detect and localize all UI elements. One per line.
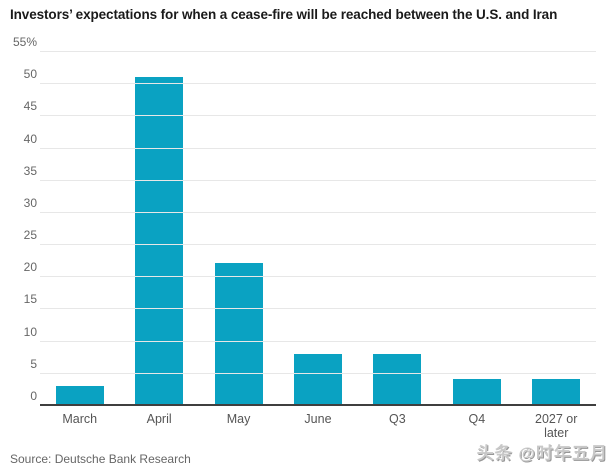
bar-march bbox=[55, 385, 104, 405]
source-note: Source: Deutsche Bank Research bbox=[10, 452, 191, 466]
y-tick-label: 40 bbox=[23, 131, 37, 146]
bar-column bbox=[278, 353, 357, 405]
x-tick-label: 2027 or later bbox=[535, 412, 578, 441]
x-tick-label: March bbox=[62, 412, 98, 426]
x-axis-labels: March April May June Q3 Q4 2027 or later bbox=[40, 412, 596, 441]
gridline bbox=[40, 244, 596, 246]
x-tick-label: April bbox=[146, 412, 172, 426]
y-tick-label: 50 bbox=[23, 67, 37, 82]
bar-column bbox=[437, 379, 516, 405]
y-tick-label: 35 bbox=[23, 163, 37, 178]
x-axis-line bbox=[40, 404, 596, 406]
y-tick-label: 10 bbox=[23, 324, 37, 339]
x-tick-label: Q4 bbox=[468, 412, 486, 426]
y-tick-label: 5 bbox=[30, 356, 37, 371]
bar-q4 bbox=[452, 379, 501, 405]
gridline bbox=[40, 340, 596, 342]
chart-title: Investors’ expectations for when a cease… bbox=[10, 7, 558, 22]
bar-series bbox=[40, 51, 596, 405]
y-tick-label: 30 bbox=[23, 195, 37, 210]
x-tick-label: June bbox=[304, 412, 332, 426]
bar-column bbox=[358, 353, 437, 405]
gridline bbox=[40, 115, 596, 117]
y-tick-label: 45 bbox=[23, 99, 37, 114]
y-tick-label: 0 bbox=[30, 389, 37, 403]
bar-q3 bbox=[373, 353, 422, 405]
plot-area bbox=[40, 51, 596, 406]
gridline bbox=[40, 83, 596, 85]
gridline bbox=[40, 211, 596, 213]
y-tick-label: 15 bbox=[23, 292, 37, 307]
y-tick-label: 25 bbox=[23, 228, 37, 243]
y-tick-label: 20 bbox=[23, 260, 37, 275]
gridline bbox=[40, 179, 596, 181]
bar-column bbox=[517, 379, 596, 405]
gridline bbox=[40, 147, 596, 149]
x-tick-label: May bbox=[226, 412, 251, 426]
gridline bbox=[40, 372, 596, 374]
gridline bbox=[40, 308, 596, 310]
bar-april bbox=[135, 76, 184, 405]
gridline bbox=[40, 276, 596, 278]
bar-2027-or-later bbox=[532, 379, 581, 405]
bar-column bbox=[40, 385, 119, 405]
bar-column bbox=[199, 263, 278, 405]
x-tick-label: Q3 bbox=[389, 412, 406, 426]
bar-column bbox=[119, 76, 198, 405]
watermark: 头条 @时年五月 bbox=[476, 444, 608, 463]
bar-may bbox=[214, 263, 263, 405]
gridline bbox=[40, 51, 596, 52]
bar-june bbox=[293, 353, 342, 405]
y-tick-label: 55% bbox=[12, 35, 37, 49]
